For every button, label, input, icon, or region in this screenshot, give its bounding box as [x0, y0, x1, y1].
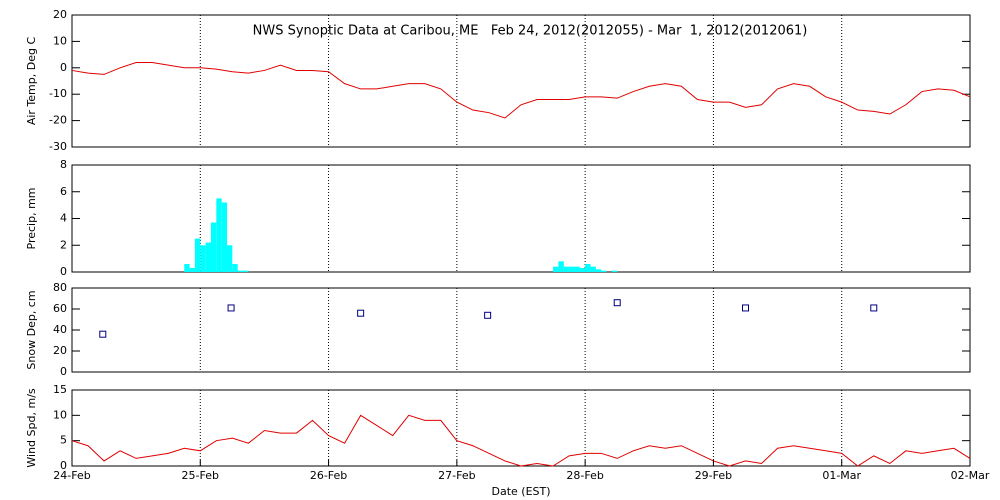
y-tick-label: 15 — [53, 383, 67, 396]
bar — [590, 266, 596, 272]
point — [742, 304, 749, 312]
bar — [558, 261, 564, 272]
y-tick-label: 0 — [60, 365, 67, 378]
x-tick-label: 24-Feb — [53, 469, 90, 482]
y-tick-label: 0 — [60, 265, 67, 278]
y-axis-label: Air Temp, Deg C — [25, 37, 38, 126]
bar — [194, 238, 201, 272]
bar — [569, 266, 575, 272]
y-tick-label: 0 — [60, 61, 67, 74]
bar — [579, 267, 586, 272]
x-tick-label: 25-Feb — [182, 469, 219, 482]
point — [227, 304, 235, 312]
panel-frame — [71, 287, 971, 373]
bar — [563, 266, 570, 272]
bar — [200, 245, 206, 272]
bar — [226, 245, 233, 272]
bar — [205, 242, 212, 272]
bar — [184, 263, 190, 272]
data-line — [71, 414, 971, 467]
y-tick-label: 8 — [60, 158, 67, 171]
x-axis-label: Date (EST) — [491, 485, 550, 498]
x-tick-label: 27-Feb — [438, 469, 475, 482]
y-tick-label: 80 — [53, 281, 67, 294]
point — [613, 299, 621, 307]
bar — [237, 270, 244, 272]
panel-frame — [71, 389, 971, 467]
bar — [216, 198, 222, 272]
y-tick-label: 60 — [53, 302, 67, 315]
y-tick-label: -10 — [49, 87, 67, 100]
x-tick-label: 01-Mar — [822, 469, 861, 482]
y-axis-label: Wind Spd, m/s — [25, 388, 38, 468]
point — [484, 311, 492, 319]
y-tick-label: 5 — [60, 434, 67, 447]
y-tick-label: 6 — [60, 185, 67, 198]
y-tick-label: 2 — [60, 238, 67, 251]
bar — [243, 270, 249, 272]
point — [870, 304, 878, 312]
y-tick-label: 10 — [53, 34, 67, 47]
bar — [553, 266, 559, 272]
y-tick-label: -30 — [49, 140, 67, 153]
point — [357, 309, 365, 317]
x-tick-label: 29-Feb — [695, 469, 732, 482]
y-tick-label: 0 — [60, 459, 67, 472]
y-tick-label: 20 — [53, 344, 67, 357]
y-tick-label: 40 — [53, 323, 67, 336]
x-tick-label: 26-Feb — [310, 469, 347, 482]
bar — [210, 222, 217, 272]
y-axis-label: Snow Dep, cm — [25, 290, 38, 369]
x-tick-label: 28-Feb — [566, 469, 603, 482]
bar — [585, 263, 591, 272]
bar — [189, 267, 195, 272]
bar — [221, 202, 228, 272]
bar — [574, 266, 580, 272]
bar — [232, 263, 238, 272]
y-tick-label: 10 — [53, 408, 67, 421]
y-tick-label: 20 — [53, 8, 67, 21]
y-tick-label: -20 — [49, 114, 67, 127]
y-tick-label: 4 — [60, 212, 67, 225]
y-axis-label: Precip, mm — [25, 188, 38, 250]
data-line — [71, 62, 971, 119]
bar — [601, 270, 607, 272]
point — [99, 330, 107, 338]
bar — [611, 270, 618, 272]
x-tick-label: 02-Mar — [951, 469, 990, 482]
chart-title: NWS Synoptic Data at Caribou, ME Feb 24,… — [253, 24, 808, 39]
bar — [595, 269, 602, 272]
